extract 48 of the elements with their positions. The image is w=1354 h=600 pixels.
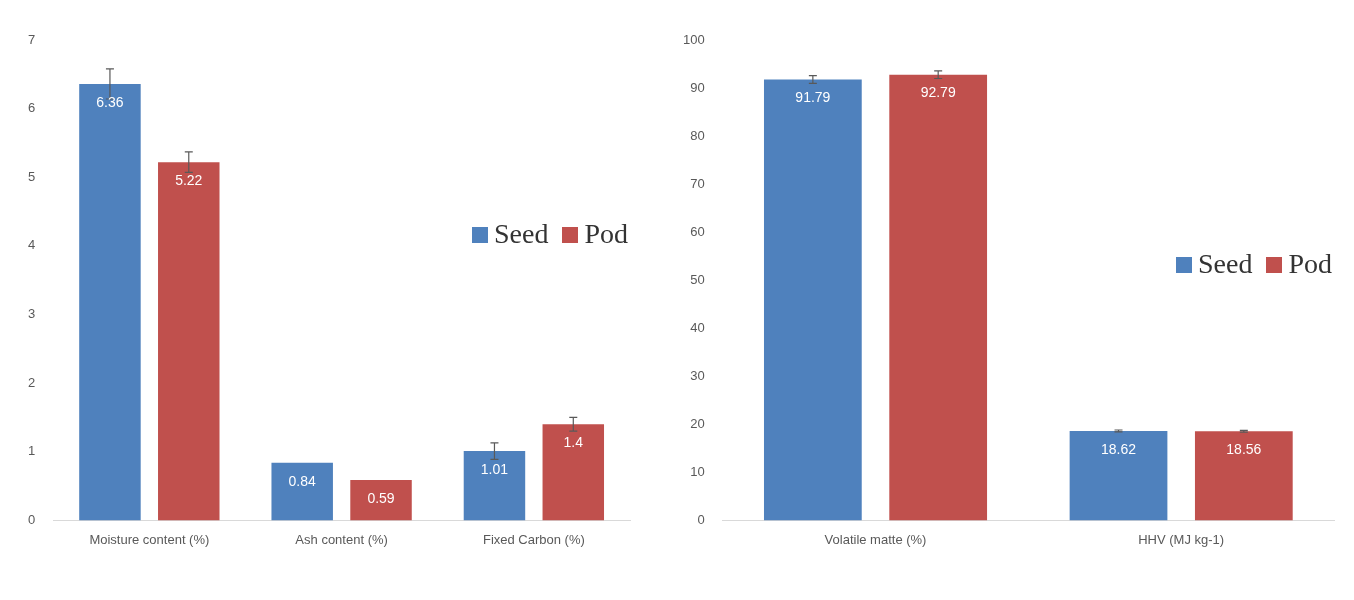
y-tick-label: 7 [28,31,36,47]
y-tick-label: 50 [690,271,705,287]
y-tick-label: 1 [28,443,36,459]
x-tick-label: Ash content (%) [295,531,388,547]
y-tick-label: 3 [28,306,36,322]
y-tick-label: 4 [28,237,36,253]
y-tick-label: 30 [690,367,705,383]
y-tick-label: 10 [690,463,705,479]
bar [763,79,862,521]
data-label: 0.59 [367,489,395,506]
y-tick-label: 0 [28,511,36,527]
x-tick-label: HHV (MJ kg-1) [1138,531,1225,547]
data-label: 0.84 [288,472,317,489]
bar [158,162,220,521]
x-tick-label: Moisture content (%) [89,531,210,547]
legend-label: Pod [1287,248,1332,280]
y-tick-label: 0 [697,511,705,527]
data-label: 91.79 [795,89,831,106]
data-label: 18.56 [1226,441,1262,458]
y-tick-label: 40 [690,319,705,335]
data-label: 18.62 [1100,440,1137,457]
y-tick-label: 90 [690,79,705,95]
bar [350,479,412,521]
data-label: 6.36 [96,93,124,110]
data-label: 5.22 [175,172,203,189]
data-label: 1.4 [563,434,584,451]
x-tick-label: Volatile matte (%) [824,531,927,547]
bar [271,462,333,521]
legend-label: Pod [583,218,628,250]
bar [1194,431,1293,521]
data-label: 1.01 [480,460,509,477]
y-tick-label: 100 [682,31,705,47]
data-label: 92.79 [920,84,956,101]
x-tick-label: Fixed Carbon (%) [482,531,585,547]
bar [542,424,605,521]
y-tick-label: 5 [28,168,36,184]
bar [1069,430,1168,521]
bar [463,451,526,521]
y-tick-label: 2 [28,374,36,390]
y-tick-label: 60 [690,223,705,239]
y-tick-label: 20 [690,415,705,431]
y-tick-label: 80 [690,127,705,143]
y-tick-label: 70 [690,175,705,191]
legend-label: Seed [1197,248,1253,280]
y-tick-label: 6 [28,100,36,116]
bar [79,83,141,521]
bar [889,74,988,521]
legend-label: Seed [493,218,549,250]
